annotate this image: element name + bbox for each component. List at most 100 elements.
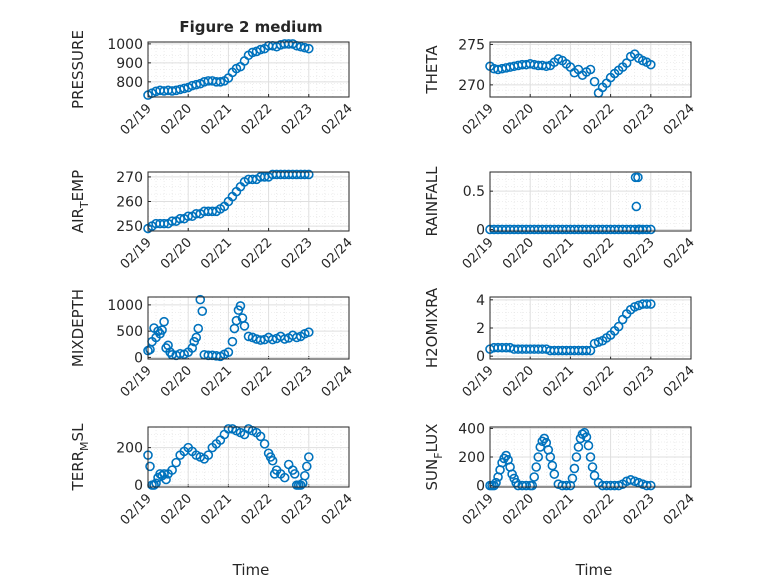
axes-frame	[489, 426, 692, 488]
data-point	[167, 465, 177, 475]
data-point	[561, 480, 572, 491]
y-tick-label: 0	[134, 350, 143, 366]
data-point	[521, 480, 531, 491]
data-point	[145, 461, 155, 472]
data-point	[259, 439, 270, 449]
data-point	[587, 462, 598, 472]
y-tick-label: 1000	[107, 298, 143, 314]
data-point	[541, 61, 552, 72]
data-point	[299, 169, 310, 180]
data-point	[613, 321, 624, 332]
data-point	[533, 452, 544, 462]
data-point	[585, 64, 596, 75]
data-point	[215, 77, 226, 87]
data-point	[633, 172, 643, 183]
data-point	[255, 44, 266, 55]
data-point	[303, 452, 314, 462]
y-tick-label: 0	[476, 479, 485, 495]
y-tick-label: 0	[134, 478, 143, 494]
data-point	[223, 347, 234, 357]
data-point	[191, 332, 202, 343]
data-point	[255, 431, 266, 442]
y-tick-label: 400	[458, 421, 485, 437]
data-point	[301, 461, 312, 472]
data-point	[197, 306, 208, 316]
data-point	[645, 224, 656, 235]
data-point	[549, 469, 560, 479]
axes-frame	[147, 426, 350, 488]
data-point	[291, 332, 302, 343]
data-point	[159, 316, 169, 327]
data-point	[227, 336, 238, 347]
y-axis-label: THETA	[423, 45, 441, 95]
y-tick-label: 1000	[107, 37, 143, 53]
data-point	[153, 326, 163, 336]
y-axis-label: H2OMIXRA	[423, 287, 441, 368]
data-point	[531, 462, 542, 472]
y-tick-label: 270	[458, 78, 485, 94]
data-point	[279, 334, 290, 344]
y-axis-label: SUNFLUX	[423, 424, 445, 491]
y-tick-label: 275	[458, 37, 485, 53]
data-point	[289, 469, 300, 479]
y-tick-label: 200	[458, 450, 485, 466]
data-point	[583, 440, 594, 451]
data-point	[299, 42, 310, 53]
data-point	[571, 452, 582, 462]
data-point	[581, 345, 592, 356]
data-point	[191, 79, 202, 90]
y-tick-label: 4	[476, 293, 485, 309]
data-point	[267, 334, 278, 345]
data-point	[631, 201, 642, 212]
y-tick-label: 200	[116, 441, 143, 457]
data-point	[529, 472, 540, 482]
y-tick-label: 260	[116, 195, 143, 211]
data-point	[187, 343, 198, 353]
data-point	[161, 474, 171, 485]
y-tick-label: 800	[116, 75, 143, 91]
data-point	[235, 301, 246, 311]
data-point	[159, 469, 169, 479]
data-point	[203, 450, 214, 460]
y-tick-label: 900	[116, 56, 143, 72]
y-tick-label: 250	[116, 219, 143, 235]
y-tick-label: 0.5	[463, 184, 485, 200]
data-point	[157, 325, 167, 335]
axes-frame	[489, 296, 692, 360]
data-point	[255, 335, 266, 345]
y-tick-label: 270	[116, 170, 143, 186]
data-point	[573, 442, 584, 452]
y-axis-label: AIRTEMP	[69, 170, 91, 233]
data-point	[641, 480, 652, 491]
data-point	[581, 432, 592, 442]
data-point	[193, 323, 204, 334]
y-tick-label: 0	[476, 222, 485, 238]
y-axis-label: PRESSURE	[69, 30, 87, 109]
axes-frame	[147, 171, 350, 232]
data-point	[585, 345, 596, 356]
data-point	[545, 452, 556, 462]
data-point	[589, 470, 600, 481]
data-point	[267, 455, 278, 466]
data-point	[279, 472, 290, 483]
data-point	[239, 321, 250, 331]
y-axis-label: MIXDEPTH	[69, 289, 87, 367]
data-point	[641, 299, 652, 309]
data-point	[567, 473, 578, 484]
data-point	[195, 294, 206, 305]
data-point	[171, 457, 181, 468]
data-point	[634, 224, 645, 235]
data-point	[527, 480, 538, 491]
data-point	[303, 169, 314, 180]
y-tick-label: 2	[476, 321, 485, 337]
axes-frame	[147, 41, 350, 98]
data-point	[303, 327, 314, 338]
figure-title: Figure 2 medium	[179, 18, 322, 36]
data-point	[547, 460, 558, 471]
axes-frame	[147, 296, 350, 360]
data-point	[645, 299, 656, 309]
data-point	[247, 47, 258, 58]
data-point	[303, 43, 314, 54]
data-point	[569, 463, 580, 474]
